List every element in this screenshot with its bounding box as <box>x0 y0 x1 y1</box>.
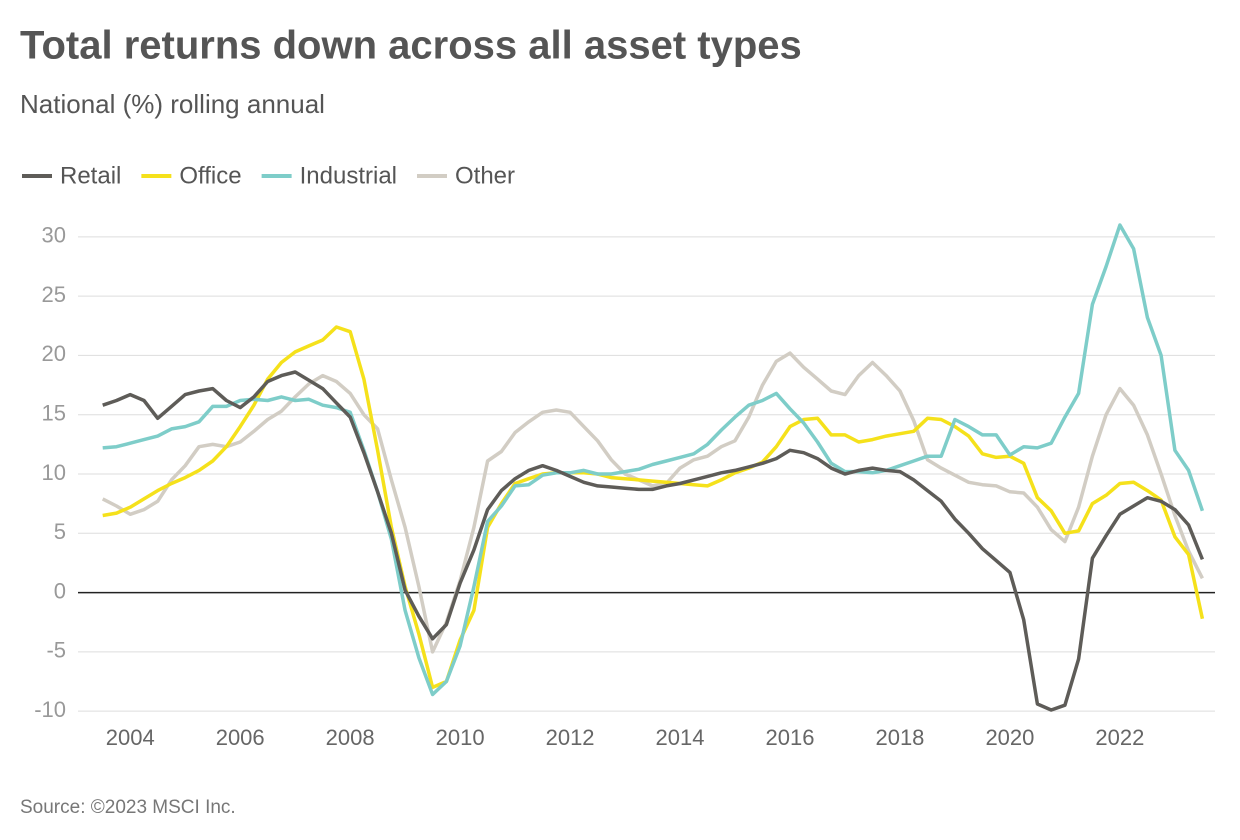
x-tick-label: 2016 <box>766 725 815 750</box>
legend-label: Office <box>179 162 241 189</box>
chart-title: Total returns down across all asset type… <box>20 24 802 68</box>
legend-label: Retail <box>60 162 121 189</box>
legend-label: Industrial <box>300 162 397 189</box>
y-tick-label: 5 <box>54 519 66 544</box>
y-tick-label: -10 <box>34 697 66 722</box>
x-tick-label: 2020 <box>985 725 1034 750</box>
chart-subtitle: National (%) rolling annual <box>20 89 325 119</box>
x-tick-label: 2014 <box>656 725 705 750</box>
y-tick-label: -5 <box>46 638 66 663</box>
y-tick-label: 30 <box>42 223 66 248</box>
y-tick-label: 15 <box>42 401 66 426</box>
x-tick-label: 2012 <box>546 725 595 750</box>
series-line <box>102 325 1205 690</box>
x-tick-label: 2004 <box>106 725 155 750</box>
x-tick-label: 2018 <box>875 725 924 750</box>
y-tick-label: 20 <box>42 341 66 366</box>
series-line <box>102 223 1205 697</box>
legend-label: Other <box>455 162 515 189</box>
y-tick-label: 25 <box>42 282 66 307</box>
y-tick-label: 0 <box>54 578 66 603</box>
series-line <box>102 370 1205 712</box>
series-line <box>101 351 1204 654</box>
x-tick-label: 2010 <box>436 725 485 750</box>
x-tick-label: 2022 <box>1095 725 1144 750</box>
x-tick-label: 2006 <box>216 725 265 750</box>
y-tick-label: 10 <box>42 460 66 485</box>
source: Source: ©2023 MSCI Inc. <box>20 797 236 818</box>
x-tick-label: 2008 <box>326 725 375 750</box>
